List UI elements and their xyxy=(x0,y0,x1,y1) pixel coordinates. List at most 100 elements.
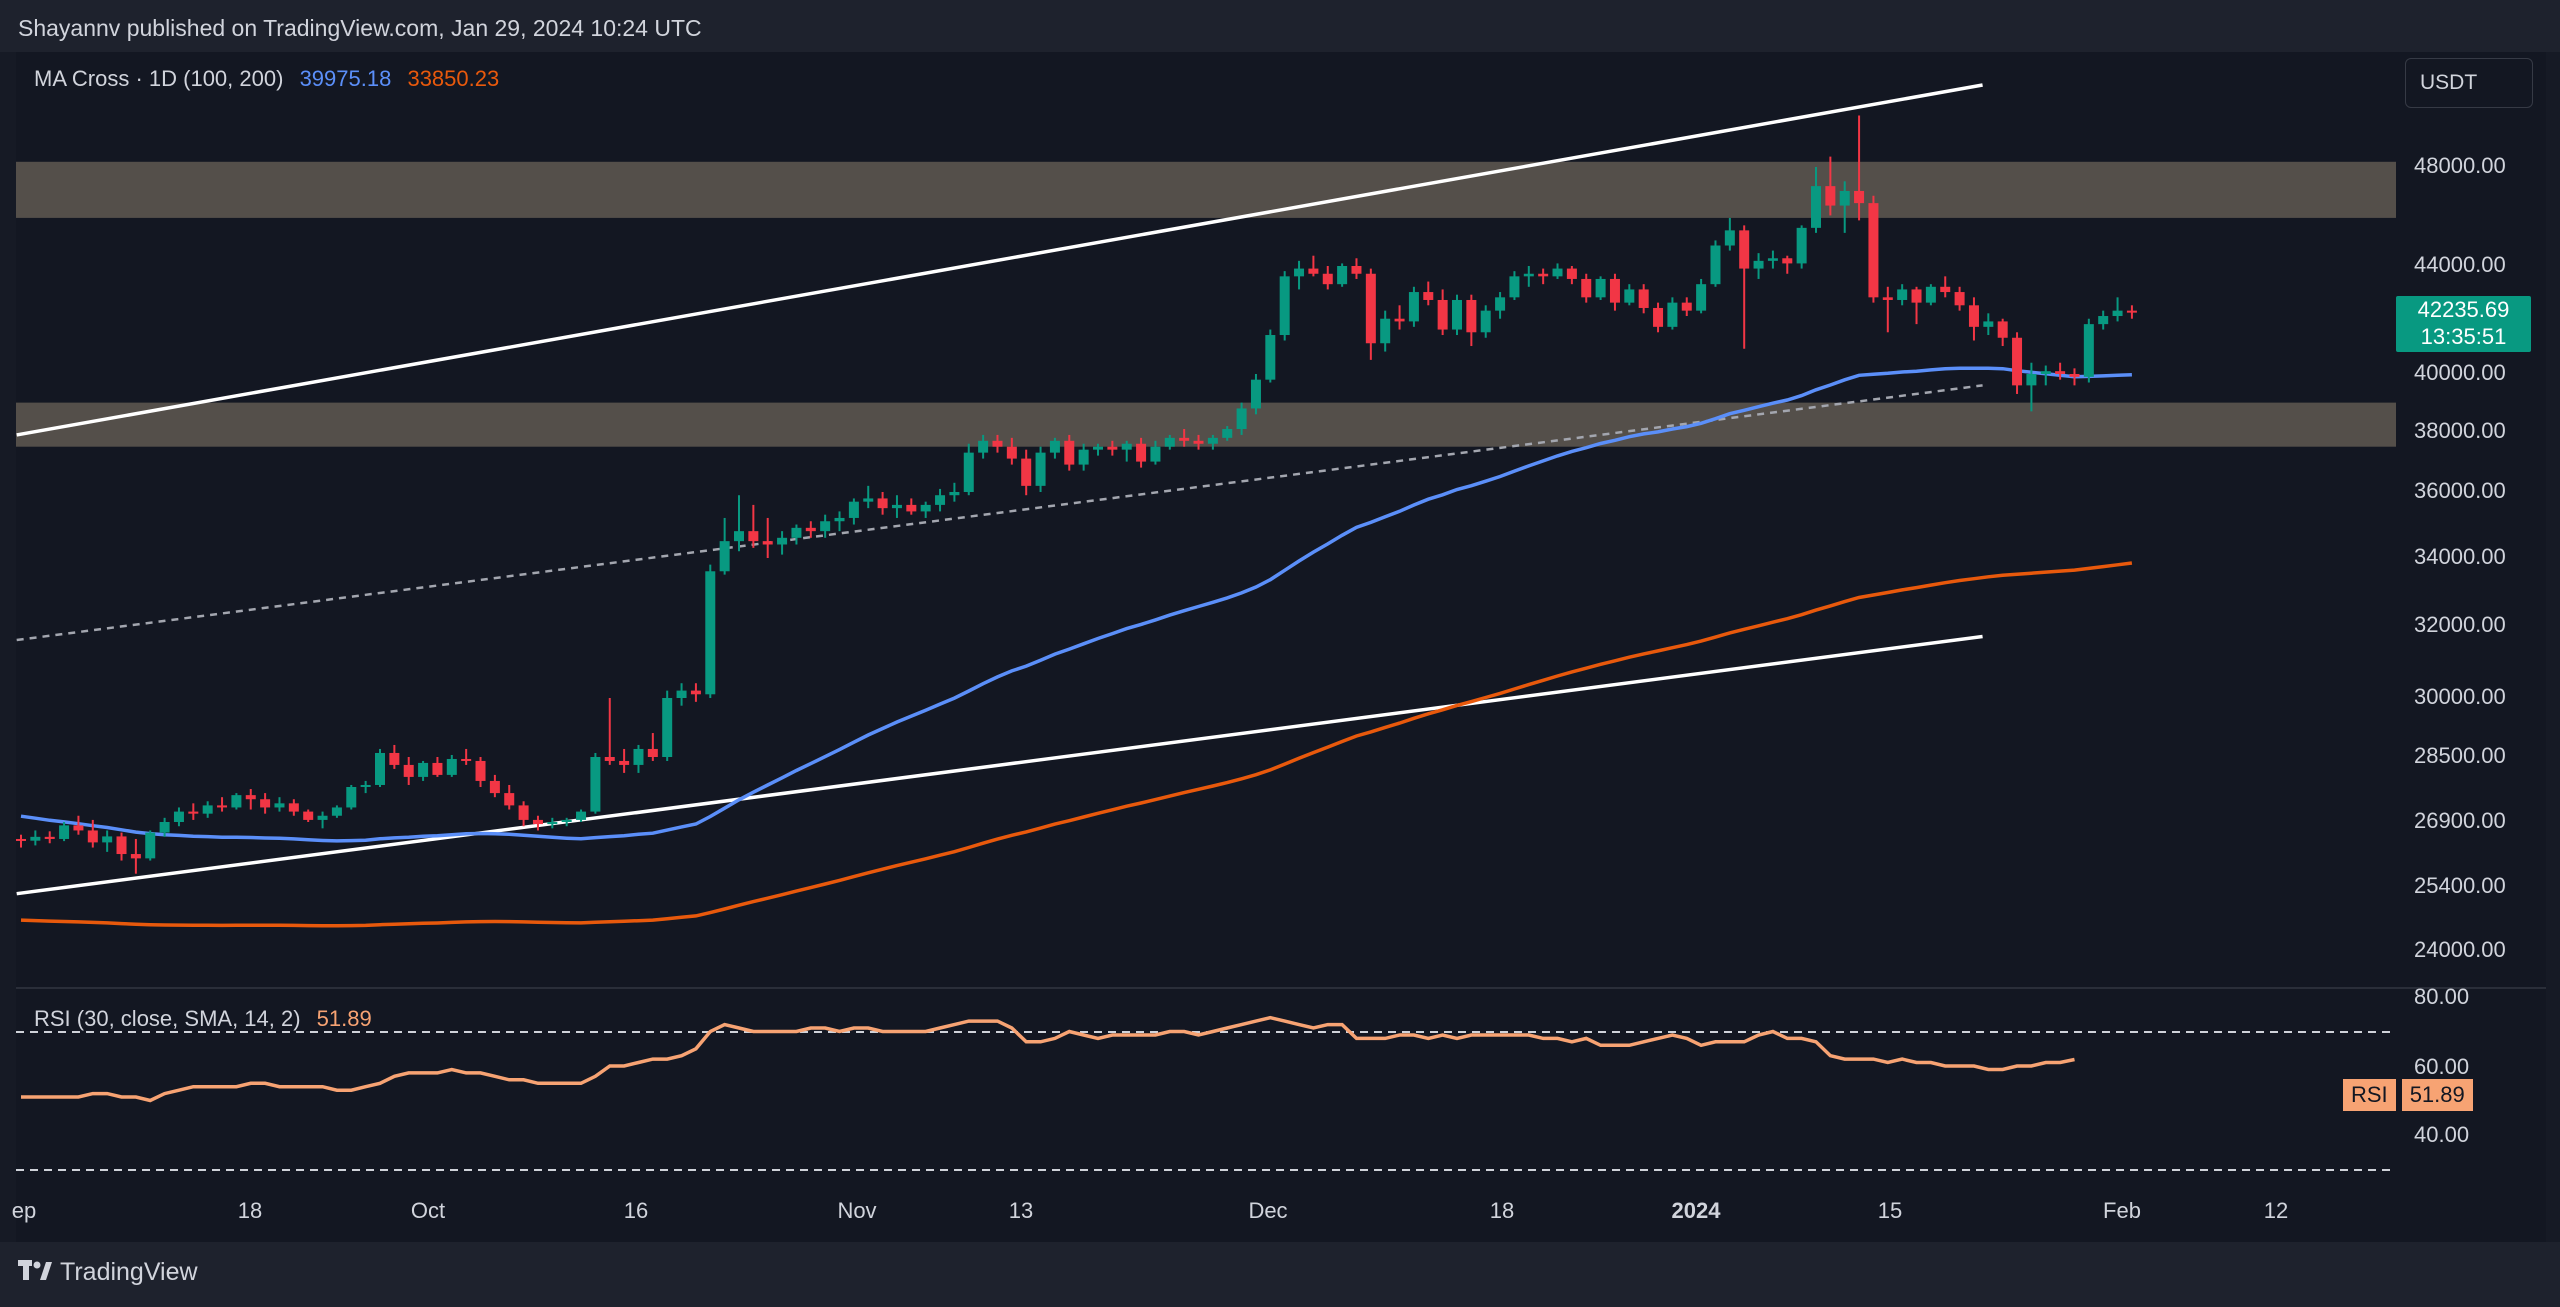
price-axis-label: 36000.00 xyxy=(2414,478,2506,503)
candle xyxy=(30,836,41,841)
candle xyxy=(288,803,299,812)
candle xyxy=(1250,379,1261,409)
candle xyxy=(1638,289,1649,308)
candle xyxy=(848,501,859,518)
candle xyxy=(1509,276,1520,298)
candle xyxy=(1882,297,1893,300)
candle xyxy=(1753,260,1764,269)
candle xyxy=(159,822,170,833)
candle xyxy=(1150,446,1161,462)
bar-countdown: 13:35:51 xyxy=(2420,324,2507,349)
rsi-legend[interactable]: RSI (30, close, SMA, 14, 2) 51.89 xyxy=(34,1006,382,1032)
candle xyxy=(1839,190,1850,206)
brand-name: TradingView xyxy=(60,1258,198,1286)
price-axis-label: 34000.00 xyxy=(2414,544,2506,569)
candle xyxy=(231,795,242,808)
candle xyxy=(217,805,228,808)
candle xyxy=(2040,371,2051,374)
candle xyxy=(1566,268,1577,279)
candle xyxy=(1925,286,1936,303)
candle xyxy=(1811,186,1821,228)
candle xyxy=(1121,443,1132,450)
last-price-value: 42235.69 xyxy=(2417,297,2510,322)
support-zone xyxy=(16,402,2396,447)
candle xyxy=(360,784,371,788)
candle xyxy=(719,541,730,572)
currency-button[interactable]: USDT xyxy=(2405,58,2533,108)
candle xyxy=(690,690,701,695)
candle xyxy=(633,748,644,765)
candle xyxy=(1294,268,1305,277)
rsi-line xyxy=(21,1015,2075,1103)
candle xyxy=(1796,227,1807,264)
candle xyxy=(2126,310,2137,313)
rsi-axis-label: 60.00 xyxy=(2414,1054,2469,1079)
candle xyxy=(202,805,213,814)
channel-lower-line xyxy=(16,634,1983,896)
candle xyxy=(1308,268,1319,274)
time-axis-label: 16 xyxy=(624,1198,648,1223)
tradingview-brand[interactable]: TradingView xyxy=(18,1258,198,1287)
tradingview-logo-icon xyxy=(18,1258,52,1287)
candle xyxy=(145,832,156,859)
candle xyxy=(805,527,816,532)
candle xyxy=(748,531,759,542)
channel-mid-line xyxy=(16,384,1983,642)
ma-slow-line xyxy=(20,561,2133,928)
price-axis-label: 48000.00 xyxy=(2414,153,2506,178)
publisher-text: Shayannv published on TradingView.com, J… xyxy=(18,15,702,41)
candle xyxy=(1380,318,1391,344)
candle xyxy=(1423,292,1434,300)
candle xyxy=(1136,443,1147,462)
candle xyxy=(1193,440,1204,444)
candle xyxy=(1164,437,1175,447)
ma-slow-value: 33850.23 xyxy=(407,66,500,91)
candle xyxy=(834,517,845,522)
candle xyxy=(1667,302,1678,327)
candle xyxy=(116,836,127,855)
candle xyxy=(2069,374,2080,377)
candle xyxy=(1739,230,1750,269)
candle xyxy=(576,811,587,820)
candle xyxy=(662,698,673,757)
candle xyxy=(489,780,500,794)
candle xyxy=(1581,278,1592,298)
time-axis-label: Oct xyxy=(411,1198,445,1223)
price-axis-label: 44000.00 xyxy=(2414,252,2506,277)
candle xyxy=(461,758,472,761)
candle xyxy=(1954,292,1965,306)
price-axis-label: 25400.00 xyxy=(2414,873,2506,898)
candle xyxy=(1107,446,1118,450)
candle xyxy=(1265,335,1276,380)
indicator-legend[interactable]: MA Cross · 1D (100, 200) 39975.18 33850.… xyxy=(34,66,509,92)
rsi-tag-label: RSI xyxy=(2343,1079,2396,1111)
candle xyxy=(1523,273,1534,277)
candle xyxy=(432,762,443,775)
candle xyxy=(1609,278,1620,303)
candle xyxy=(777,537,788,545)
candle xyxy=(1408,292,1419,322)
candle xyxy=(590,757,601,812)
candle xyxy=(331,807,342,816)
candle xyxy=(619,760,630,765)
candle xyxy=(1911,289,1922,303)
price-axis-label: 30000.00 xyxy=(2414,684,2506,709)
candle xyxy=(446,758,457,775)
candle xyxy=(87,830,98,843)
time-axis-label: 12 xyxy=(2264,1198,2288,1223)
price-axis-label: 24000.00 xyxy=(2414,937,2506,962)
time-axis-label: Nov xyxy=(837,1198,876,1223)
candle xyxy=(2083,324,2094,377)
candle xyxy=(1337,266,1348,285)
candle xyxy=(734,531,744,542)
candle xyxy=(1078,449,1089,465)
rsi-value-tag: RSI 51.89 xyxy=(2343,1079,2473,1111)
candle xyxy=(16,838,26,841)
price-axis-label: 28500.00 xyxy=(2414,743,2506,768)
resistance-zone xyxy=(16,161,2396,218)
price-axis-label: 40000.00 xyxy=(2414,360,2506,385)
candle xyxy=(891,504,902,509)
candle xyxy=(518,805,529,820)
candle xyxy=(820,521,831,532)
